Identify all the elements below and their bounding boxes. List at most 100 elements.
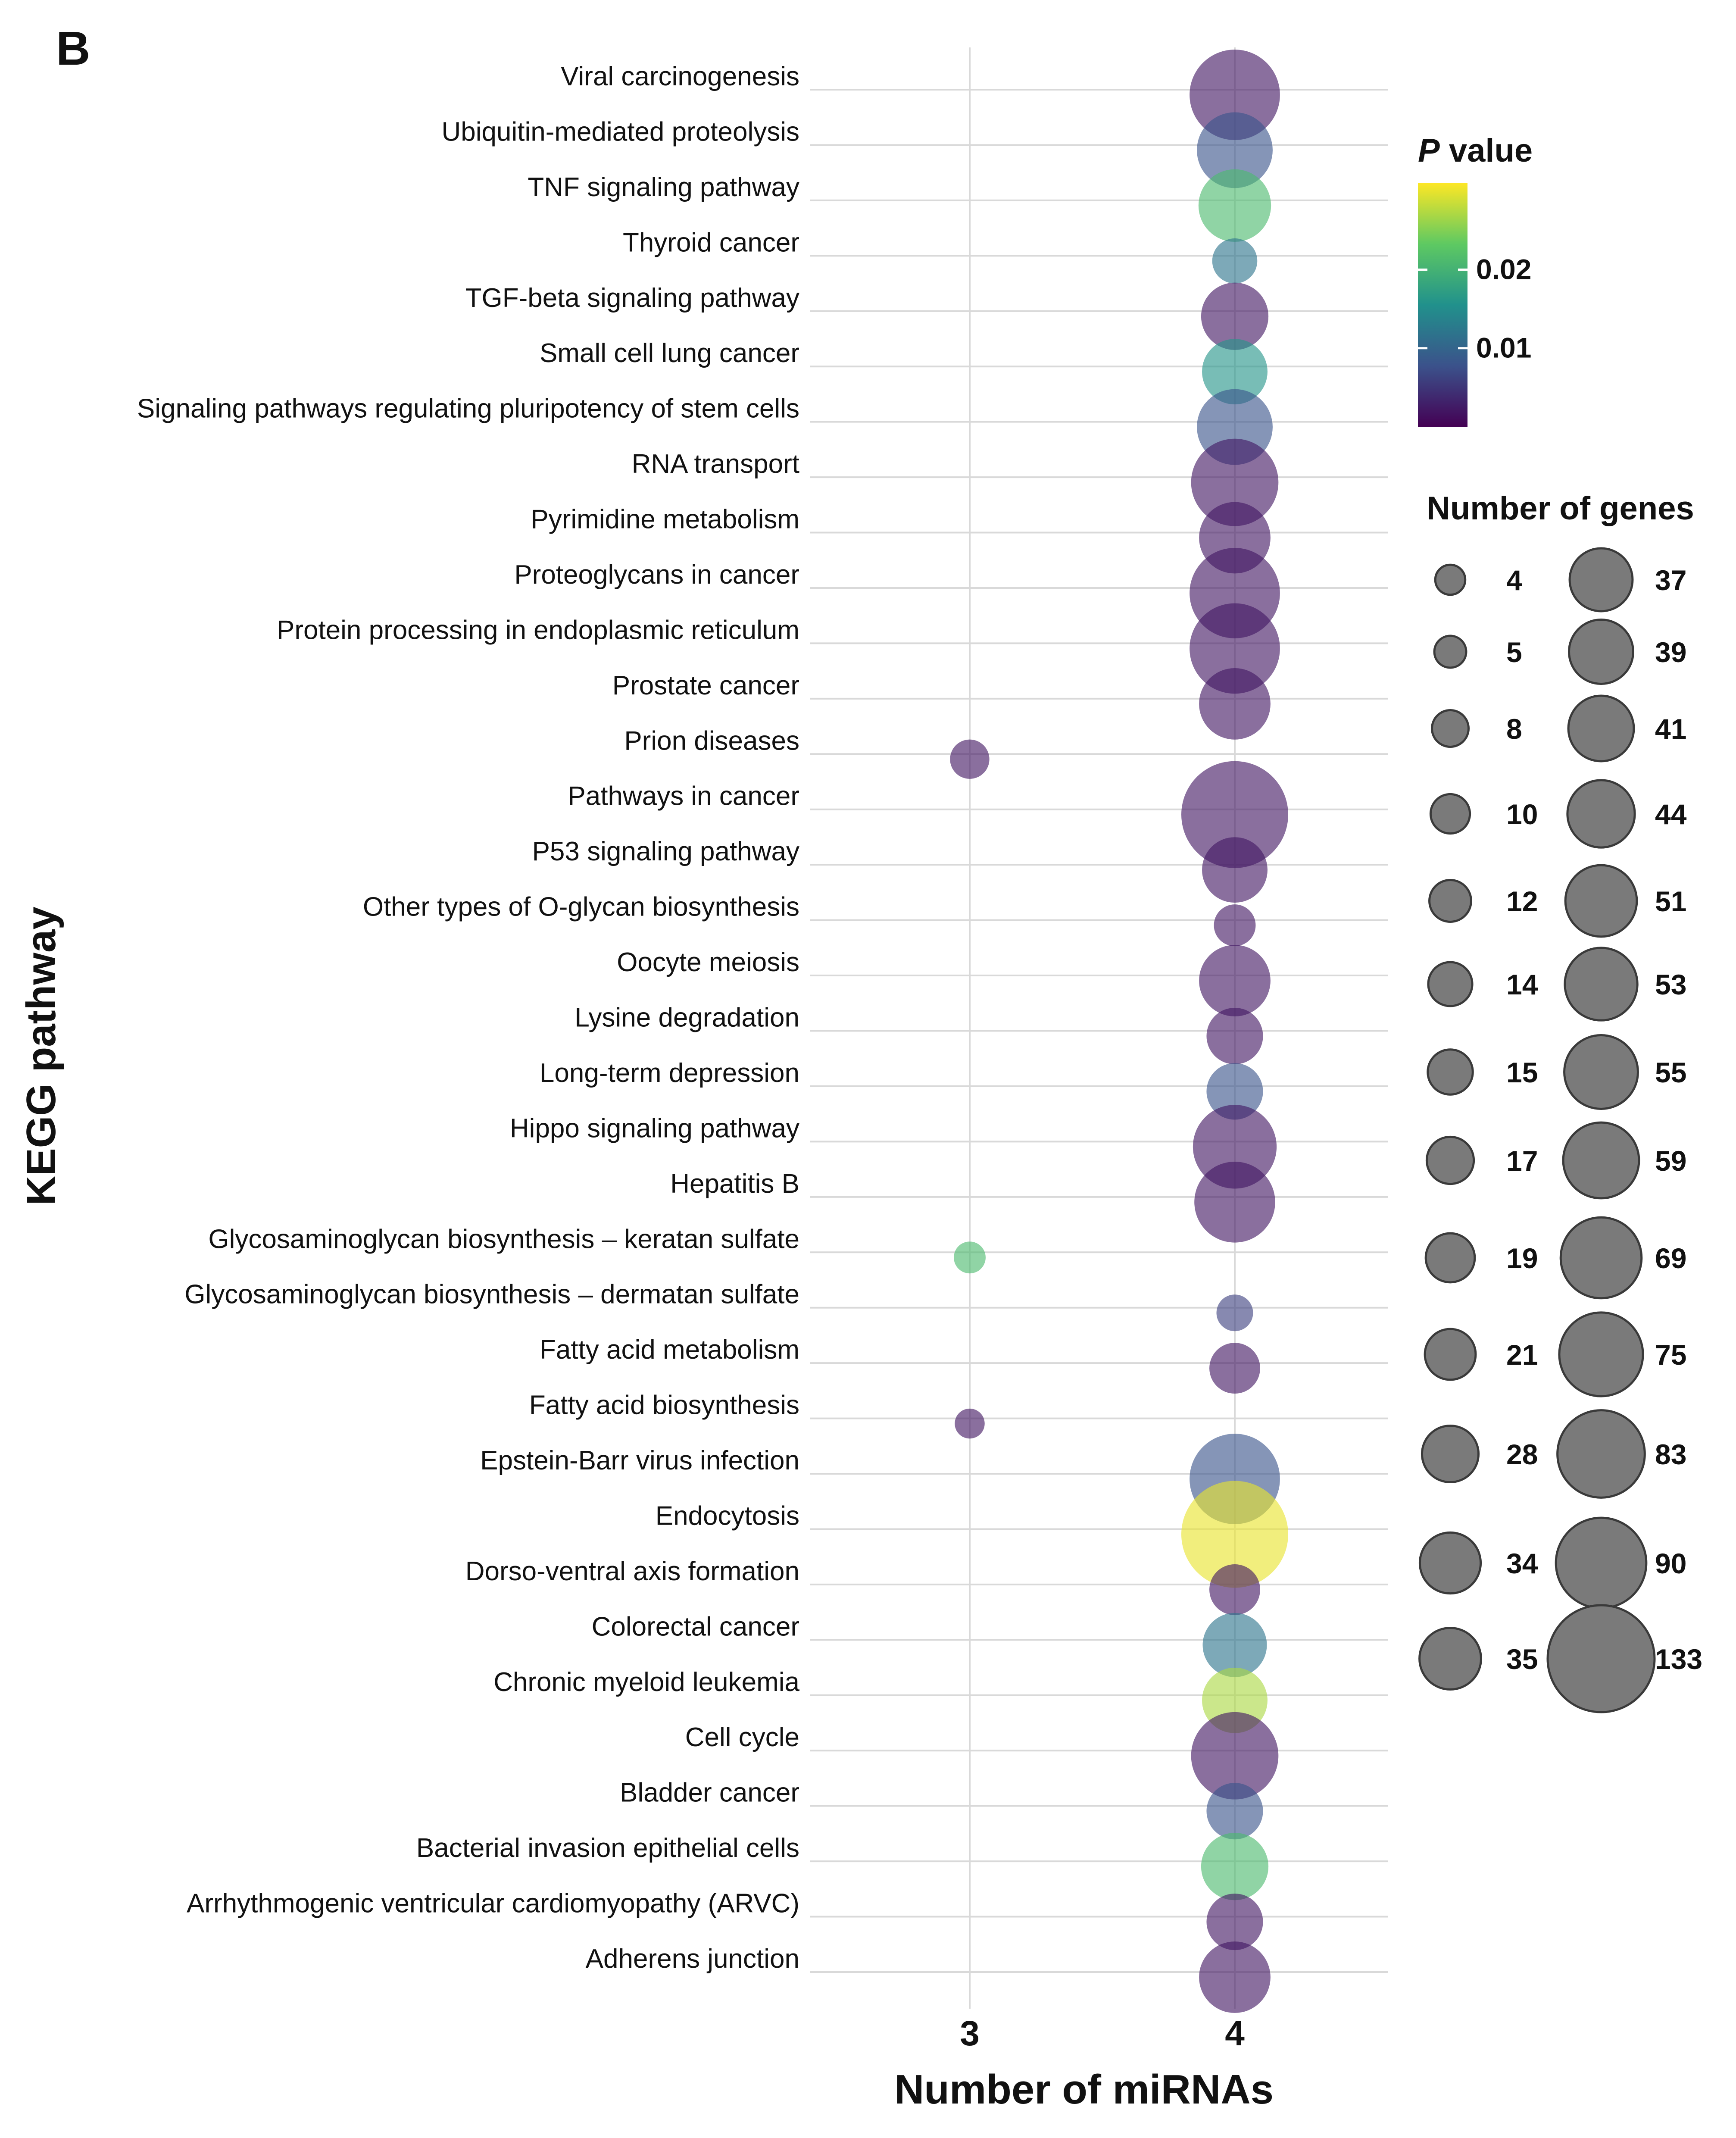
size-legend-label: 4 bbox=[1506, 564, 1522, 596]
pathway-bubble bbox=[1202, 837, 1268, 903]
pathway-label: Oocyte meiosis bbox=[617, 947, 799, 977]
pathway-label: Protein processing in endoplasmic reticu… bbox=[277, 615, 799, 645]
pathway-label: Thyroid cancer bbox=[623, 228, 799, 257]
pathway-label: TGF-beta signaling pathway bbox=[465, 283, 799, 313]
pathway-bubble bbox=[1206, 1007, 1263, 1065]
size-legend-bubble bbox=[1556, 1409, 1646, 1499]
size-legend-label: 69 bbox=[1655, 1242, 1686, 1274]
size-legend-bubble bbox=[1564, 947, 1639, 1022]
pathway-label: Glycosaminoglycan biosynthesis – dermata… bbox=[184, 1280, 799, 1310]
size-legend-label: 51 bbox=[1655, 885, 1686, 917]
size-legend-label: 14 bbox=[1506, 969, 1538, 1000]
p-value-legend: P value 0.02 0.01 bbox=[1418, 132, 1533, 427]
pathway-bubble bbox=[1214, 904, 1256, 947]
pathway-bubble bbox=[955, 1408, 985, 1439]
size-legend-label: 90 bbox=[1655, 1547, 1686, 1579]
size-legend-label: 34 bbox=[1506, 1547, 1538, 1579]
pathway-labels: Viral carcinogenesis Ubiquitin-mediated p… bbox=[137, 62, 800, 1974]
size-legend-bubble bbox=[1427, 961, 1474, 1007]
p-value-legend-title-italic: P bbox=[1418, 132, 1440, 169]
size-legend-label: 39 bbox=[1655, 636, 1686, 668]
size-legend-bubble bbox=[1566, 779, 1636, 849]
pathway-label: Arrhythmogenic ventricular cardiomyopath… bbox=[187, 1889, 799, 1919]
size-legend-bubble bbox=[1568, 619, 1634, 685]
pathway-label: Endocytosis bbox=[656, 1501, 799, 1531]
pathway-bubble bbox=[1191, 438, 1279, 526]
size-legend-bubble bbox=[1427, 1048, 1474, 1096]
size-legend-label: 5 bbox=[1506, 636, 1522, 668]
pathway-bubble bbox=[1202, 1613, 1267, 1677]
pathway-bubble bbox=[1190, 50, 1280, 140]
pathway-bubble bbox=[1199, 1941, 1271, 2013]
size-legend-label: 35 bbox=[1506, 1643, 1538, 1675]
pathway-label: Fatty acid metabolism bbox=[540, 1335, 799, 1365]
size-legend-label: 59 bbox=[1655, 1145, 1686, 1177]
size-legend-bubble bbox=[1562, 1121, 1640, 1200]
pathway-label: Epstein-Barr virus infection bbox=[480, 1446, 799, 1475]
pathway-label: Hippo signaling pathway bbox=[510, 1113, 799, 1143]
size-legend-bubble bbox=[1429, 793, 1471, 835]
pathway-bubble bbox=[1206, 1063, 1263, 1120]
pathway-label: Hepatitis B bbox=[670, 1169, 799, 1199]
size-legend-bubble bbox=[1418, 1531, 1482, 1595]
size-legend-bubble bbox=[1568, 547, 1634, 613]
size-legend-bubble bbox=[1428, 879, 1472, 923]
pathway-label: TNF signaling pathway bbox=[528, 172, 799, 202]
gene-count-legend: Number of genes 4 5 8 10 12 14 15 17 19 21 28 34 35 3… bbox=[1418, 490, 1702, 1713]
pathway-label: Prostate cancer bbox=[612, 671, 799, 700]
pathway-label: Dorso-ventral axis formation bbox=[465, 1557, 799, 1586]
pathway-label: Signaling pathways regulating pluripoten… bbox=[137, 394, 799, 424]
pathway-label: Prion diseases bbox=[624, 726, 799, 756]
pathway-bubble bbox=[1209, 1564, 1260, 1615]
pathway-bubble bbox=[1194, 1162, 1275, 1243]
size-legend-label: 83 bbox=[1655, 1438, 1686, 1470]
size-legend-bubble bbox=[1555, 1516, 1648, 1610]
x-tick-label: 4 bbox=[1225, 2014, 1245, 2053]
gene-count-legend-title: Number of genes bbox=[1427, 490, 1694, 527]
size-legend-bubble bbox=[1431, 709, 1470, 748]
bubble-layer bbox=[950, 50, 1288, 2013]
p-value-colorbar bbox=[1418, 183, 1467, 427]
size-legend-label: 17 bbox=[1506, 1145, 1538, 1177]
pathway-label: Cell cycle bbox=[685, 1722, 799, 1752]
panel-label: B bbox=[56, 22, 90, 75]
size-legend-label: 55 bbox=[1655, 1056, 1686, 1088]
pathway-bubble bbox=[1199, 945, 1271, 1016]
pathway-bubble bbox=[1206, 1894, 1263, 1950]
colorbar-tick-label: 0.02 bbox=[1476, 253, 1531, 285]
size-legend-label: 41 bbox=[1655, 713, 1686, 745]
pathway-bubble bbox=[1212, 238, 1258, 284]
size-legend-bubble bbox=[1425, 1135, 1475, 1185]
pathway-label: Pyrimidine metabolism bbox=[531, 505, 799, 534]
pathway-label: P53 signaling pathway bbox=[532, 837, 799, 866]
size-legend-bubble bbox=[1418, 1627, 1482, 1691]
pathway-bubble bbox=[1190, 603, 1280, 694]
pathway-bubble bbox=[1198, 169, 1271, 242]
size-legend-label: 10 bbox=[1506, 798, 1538, 830]
pathway-bubble bbox=[954, 1241, 986, 1274]
size-legend-bubble bbox=[1434, 563, 1467, 596]
size-legend-label: 21 bbox=[1506, 1339, 1538, 1371]
size-legend-label: 37 bbox=[1655, 564, 1686, 596]
pathway-label: RNA transport bbox=[632, 449, 799, 479]
size-legend-label: 75 bbox=[1655, 1339, 1686, 1371]
gene-count-legend-items: 4 5 8 10 12 14 15 17 19 21 28 34 35 37 39 41 44 51 53 55 59 6… bbox=[1418, 547, 1702, 1713]
pathway-bubble bbox=[1181, 1481, 1288, 1588]
pathway-bubble bbox=[950, 739, 990, 779]
pathway-bubble bbox=[1209, 1343, 1260, 1394]
pathway-label: Other types of O-glycan biosynthesis bbox=[363, 892, 799, 922]
size-legend-bubble bbox=[1559, 1216, 1643, 1300]
size-legend-label: 133 bbox=[1655, 1643, 1702, 1675]
colorbar-tick-label: 0.01 bbox=[1476, 332, 1531, 364]
p-value-legend-title: P value bbox=[1418, 132, 1533, 169]
pathway-bubble bbox=[1202, 339, 1268, 405]
pathway-label: Adherens junction bbox=[586, 1944, 799, 1974]
size-legend-bubble bbox=[1567, 694, 1635, 763]
pathway-bubble bbox=[1191, 1712, 1279, 1800]
pathway-label: Fatty acid biosynthesis bbox=[529, 1391, 799, 1420]
pathway-label: Pathways in cancer bbox=[568, 781, 799, 811]
pathway-label: Long-term depression bbox=[540, 1058, 799, 1088]
y-axis-title: KEGG pathway bbox=[18, 906, 64, 1205]
